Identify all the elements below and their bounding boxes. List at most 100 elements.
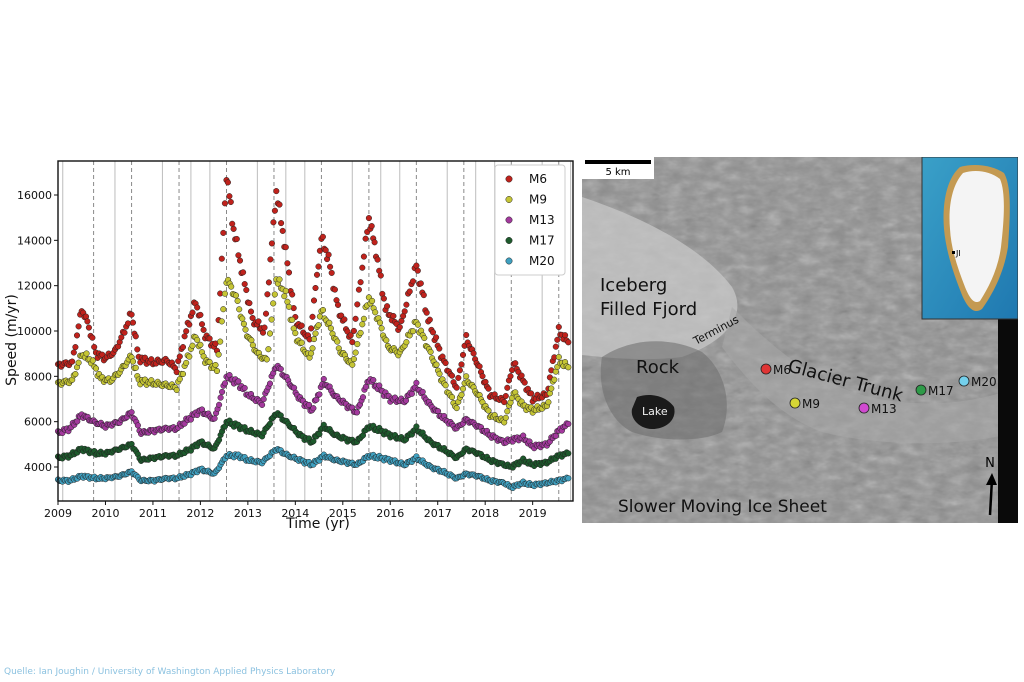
data-point xyxy=(292,330,299,337)
data-point xyxy=(70,349,77,356)
data-point xyxy=(403,339,410,346)
data-point xyxy=(502,414,509,421)
data-point xyxy=(186,353,193,360)
legend-label: M9 xyxy=(529,193,547,207)
legend-label: M13 xyxy=(529,213,555,227)
data-point xyxy=(282,287,289,294)
station-marker-m13 xyxy=(858,402,870,414)
data-point xyxy=(350,356,357,363)
data-point xyxy=(377,272,384,279)
data-point xyxy=(270,300,277,307)
y-tick-label: 6000 xyxy=(24,416,52,429)
data-point xyxy=(565,475,572,482)
data-point xyxy=(316,391,323,398)
data-point xyxy=(221,290,228,297)
data-point xyxy=(268,240,275,247)
data-point xyxy=(134,422,141,429)
data-point xyxy=(403,301,410,308)
data-point xyxy=(232,292,240,299)
data-point xyxy=(354,301,361,308)
label-ice-sheet: Slower Moving Ice Sheet xyxy=(618,497,827,517)
data-point xyxy=(334,338,341,345)
data-point xyxy=(197,311,204,318)
data-point xyxy=(173,386,180,394)
data-point xyxy=(334,301,342,308)
data-point xyxy=(419,388,426,395)
data-point xyxy=(298,322,305,329)
data-point xyxy=(384,303,391,310)
data-point xyxy=(189,342,196,349)
data-point xyxy=(548,385,555,392)
data-point xyxy=(220,306,227,313)
data-point xyxy=(279,227,286,234)
data-point xyxy=(121,329,128,336)
data-point xyxy=(281,293,288,300)
data-point xyxy=(219,388,226,395)
data-point xyxy=(554,336,561,343)
x-tick-label: 2010 xyxy=(91,507,119,520)
data-point xyxy=(241,384,248,392)
data-point xyxy=(260,396,267,403)
data-point xyxy=(227,198,234,206)
series-m13 xyxy=(54,362,572,452)
data-point xyxy=(183,328,190,335)
data-point xyxy=(349,361,356,368)
data-point xyxy=(132,333,139,340)
fjord-area xyxy=(582,197,738,360)
data-point xyxy=(310,297,318,304)
x-tick-label: 2014 xyxy=(281,507,309,520)
data-point xyxy=(436,370,443,377)
data-point xyxy=(282,244,289,251)
data-point xyxy=(504,408,511,415)
data-point xyxy=(183,359,190,366)
data-point xyxy=(249,314,256,322)
legend-label: M6 xyxy=(529,172,547,186)
glacier-trunk-area xyxy=(722,307,1018,444)
y-tick-label: 16000 xyxy=(17,189,52,202)
data-point xyxy=(413,379,420,386)
data-point xyxy=(420,292,427,299)
x-tick-label: 2018 xyxy=(471,507,499,520)
x-tick-label: 2009 xyxy=(44,507,72,520)
ocean-edge xyxy=(998,307,1018,523)
data-point xyxy=(357,279,364,286)
data-point xyxy=(240,320,247,327)
data-point xyxy=(408,390,415,397)
data-point xyxy=(266,420,274,427)
data-point xyxy=(221,200,228,207)
data-point xyxy=(235,252,242,259)
data-points xyxy=(54,177,572,492)
data-point xyxy=(502,392,509,400)
data-point xyxy=(259,329,267,336)
data-point xyxy=(328,269,335,276)
data-point xyxy=(555,323,562,331)
data-point xyxy=(271,291,278,298)
data-point xyxy=(365,215,372,222)
legend-marker xyxy=(505,216,513,224)
data-point xyxy=(181,333,188,340)
data-point xyxy=(423,309,430,316)
data-point xyxy=(390,312,397,320)
data-point xyxy=(409,328,417,335)
data-point xyxy=(215,351,222,358)
x-tick-label: 2013 xyxy=(234,507,262,520)
data-point xyxy=(226,193,233,200)
data-point xyxy=(555,353,562,361)
data-point xyxy=(409,278,417,285)
data-point xyxy=(459,385,467,392)
data-point xyxy=(369,297,376,304)
source-credit: Quelle: Ian Joughin / University of Wash… xyxy=(4,667,336,677)
data-point xyxy=(248,337,255,344)
data-point xyxy=(278,220,285,227)
data-point xyxy=(259,401,266,408)
data-point xyxy=(383,337,390,344)
data-point xyxy=(217,394,224,401)
data-point xyxy=(266,380,274,387)
data-point xyxy=(239,315,246,322)
data-point xyxy=(217,338,224,345)
data-point xyxy=(229,220,236,227)
data-point xyxy=(264,291,271,298)
label-rock: Rock xyxy=(636,357,680,378)
data-point xyxy=(218,318,225,325)
data-point xyxy=(504,384,511,391)
